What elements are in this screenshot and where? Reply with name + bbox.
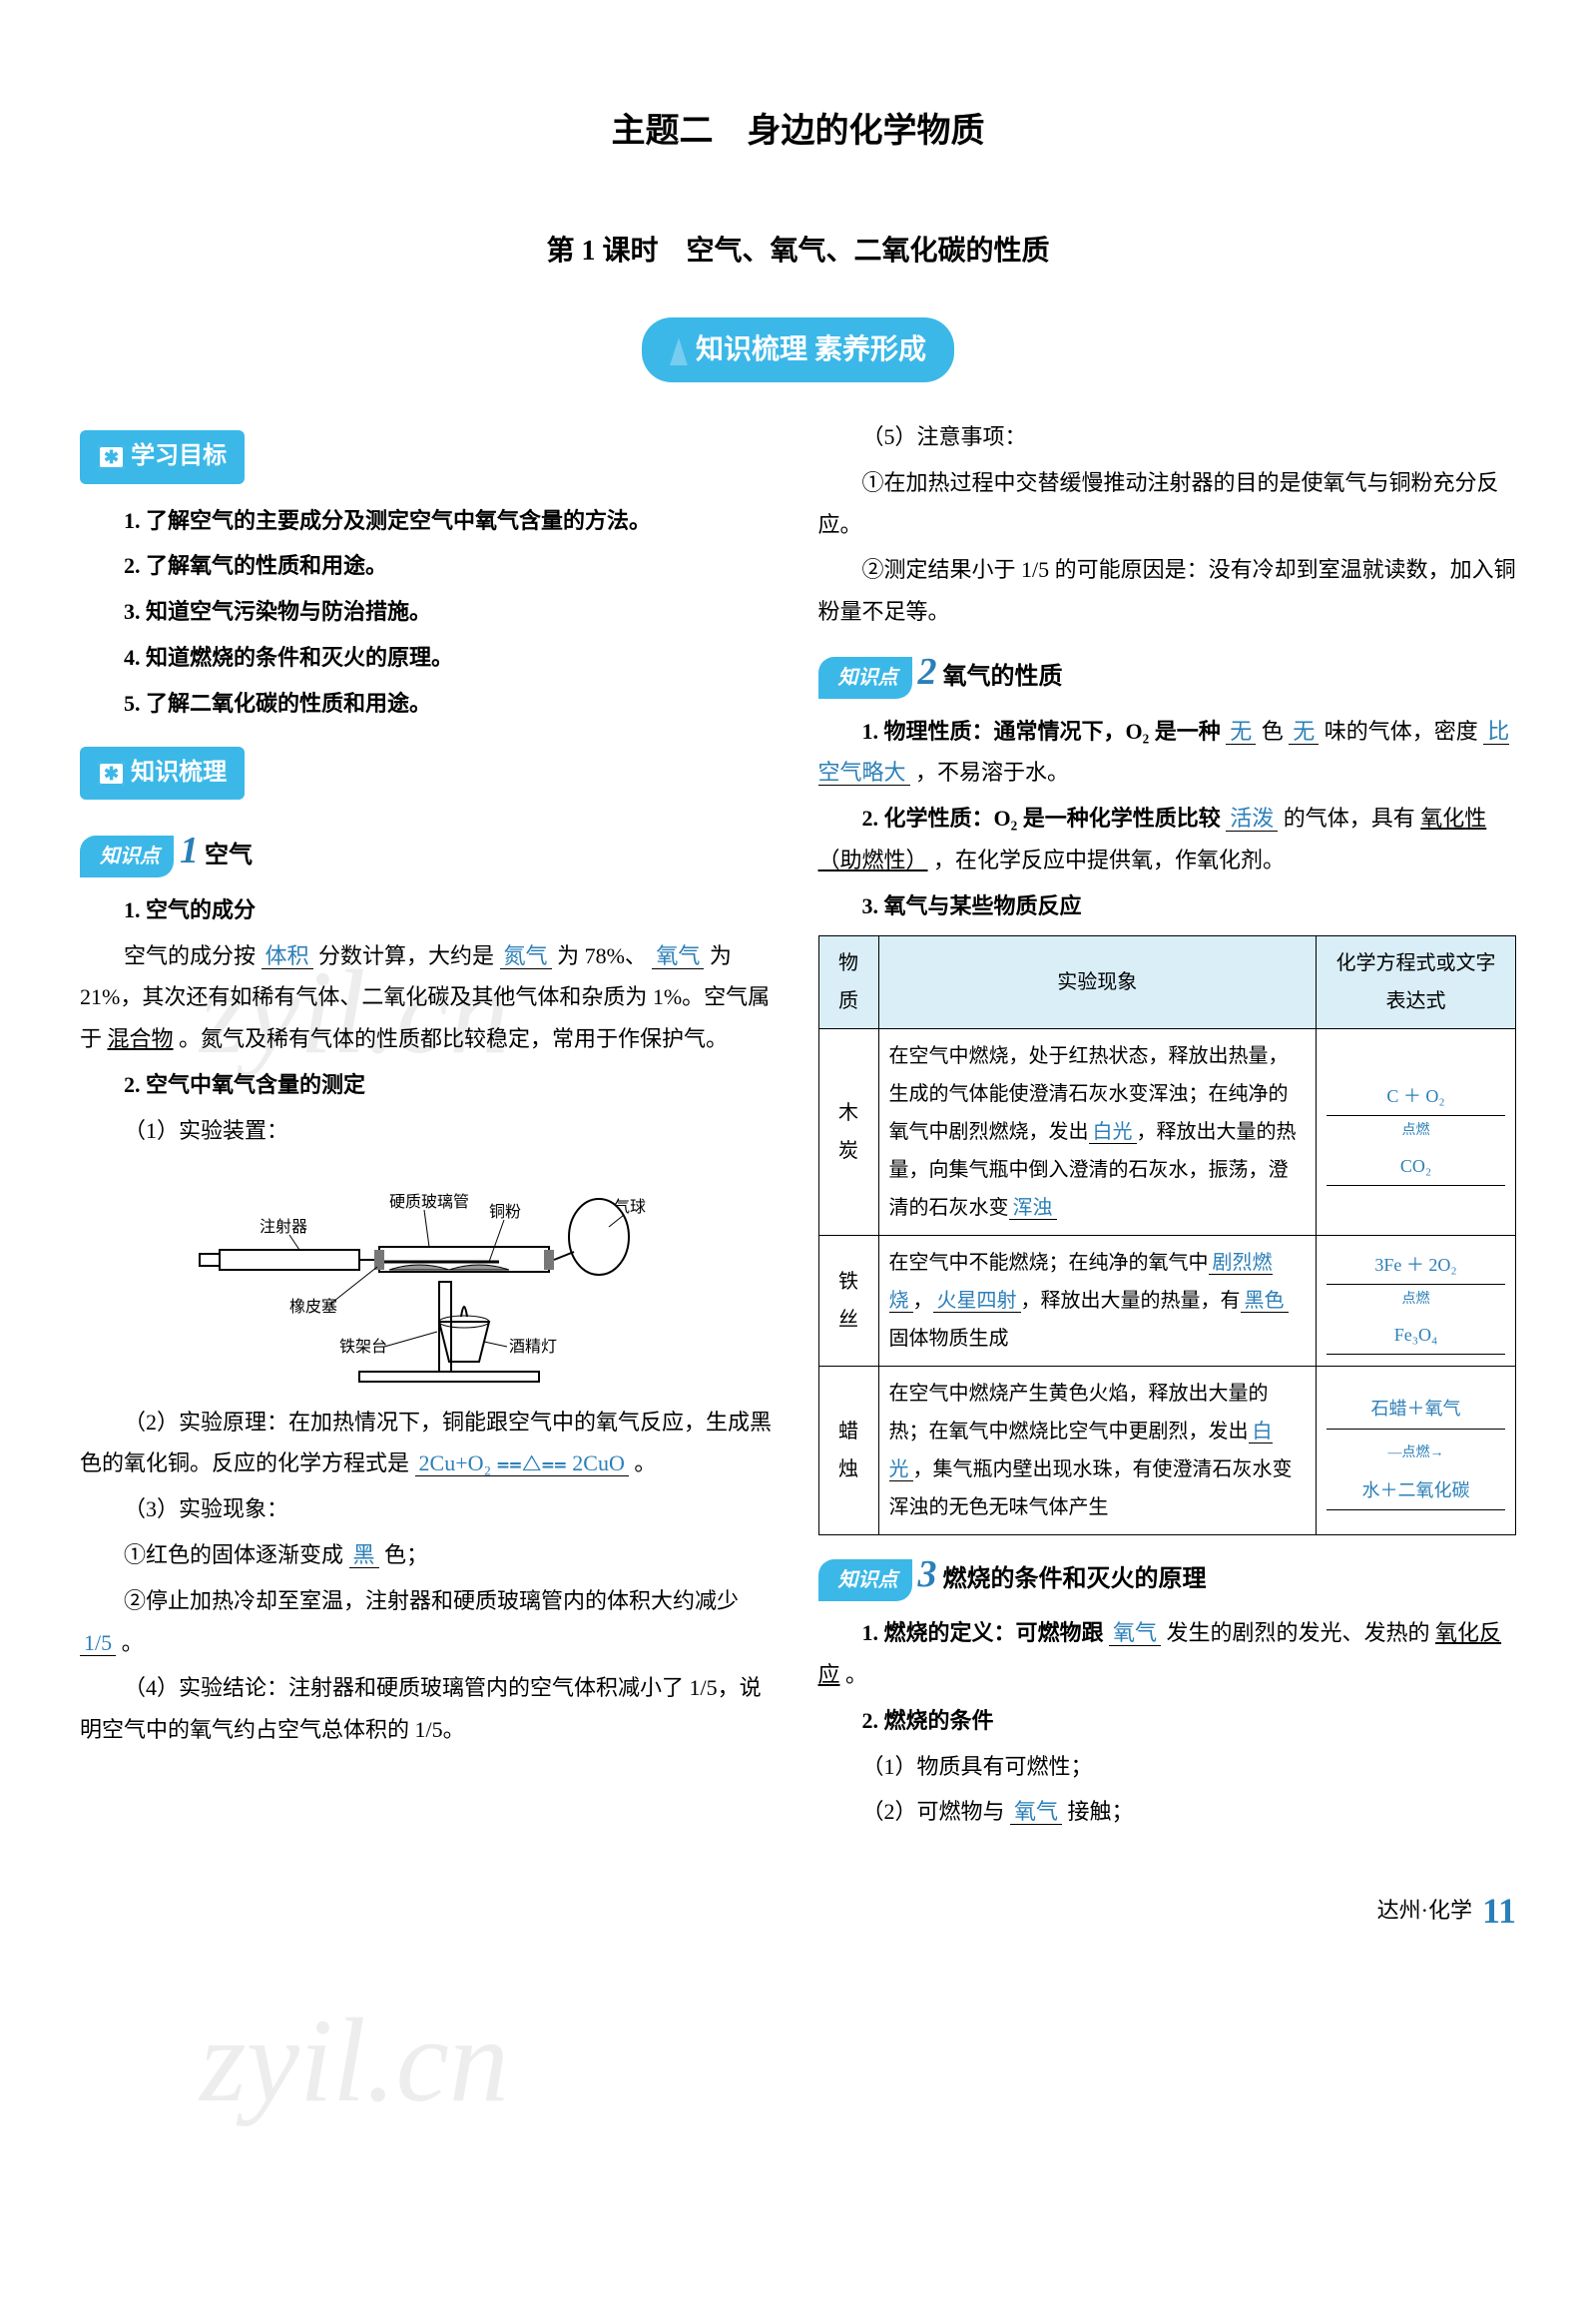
goals-tag: 学习目标 xyxy=(80,430,245,484)
answer: 氮气 xyxy=(500,943,552,969)
equation-cell: 石蜡＋氧气—点燃→水＋二氧化碳 xyxy=(1317,1366,1516,1534)
kp2-p2: 2. 化学性质：O₂ 是一种化学性质比较 活泼 的气体，具有 氧化性（助燃性） … xyxy=(818,798,1517,881)
answer: 黑 xyxy=(349,1542,379,1568)
kp2-header: 知识点 2 氧气的性质 xyxy=(818,653,1517,701)
kp3-header: 知识点 3 燃烧的条件和灭火的原理 xyxy=(818,1555,1517,1603)
kp-pill: 知识点 xyxy=(80,836,174,877)
answer: 1/5 xyxy=(80,1630,116,1656)
equation-cell: C ＋ O₂点燃CO₂ xyxy=(1317,1028,1516,1235)
table-header: 实验现象 xyxy=(878,935,1317,1028)
kp-title: 空气 xyxy=(205,834,253,879)
answer: 白光 xyxy=(1089,1121,1137,1144)
answer: 无 xyxy=(1289,719,1319,745)
goal-item: 5. 了解二氧化碳的性质和用途。 xyxy=(80,683,779,725)
kp2-h3: 3. 氧气与某些物质反应 xyxy=(818,885,1517,927)
comb-tag: 知识梳理 xyxy=(80,747,245,801)
page-footer: 达州·化学 11 xyxy=(80,1877,1516,1945)
kp1-h2: 2. 空气中氧气含量的测定 xyxy=(80,1064,779,1106)
kp1-s3-2: ②停止加热冷却至室温，注射器和硬质玻璃管内的体积大约减少 1/5 。 xyxy=(80,1580,779,1664)
kp-number: 1 xyxy=(180,832,199,869)
table-header: 物质 xyxy=(818,935,878,1028)
kp1-h1: 1. 空气的成分 xyxy=(80,889,779,931)
main-title: 主题二 身边的化学物质 xyxy=(80,100,1516,165)
equation-cell: 3Fe ＋ 2O₂点燃Fe₃O₄ xyxy=(1317,1235,1516,1366)
svg-text:注射器: 注射器 xyxy=(260,1218,307,1236)
kp1-s5-2: ②测定结果小于 1/5 的可能原因是：没有冷却到室温就读数，加入铜粉量不足等。 xyxy=(818,549,1517,633)
goal-item: 1. 了解空气的主要成分及测定空气中氧气含量的方法。 xyxy=(80,500,779,542)
kp-title: 氧气的性质 xyxy=(943,655,1063,701)
answer: 2Cu+O₂ ⩵△⩵ 2CuO xyxy=(415,1450,629,1476)
table-row: 铁丝在空气中不能燃烧；在纯净的氧气中剧烈燃烧，火星四射，释放出大量的热量，有黑色… xyxy=(818,1235,1516,1366)
kp1-s2: （2）实验原理：在加热情况下，铜能跟空气中的氧气反应，生成黑色的氧化铜。反应的化… xyxy=(80,1402,779,1485)
kp-title: 燃烧的条件和灭火的原理 xyxy=(943,1557,1207,1603)
kp-pill: 知识点 xyxy=(818,657,912,699)
kp1-header: 知识点 1 空气 xyxy=(80,832,779,879)
material-cell: 蜡烛 xyxy=(818,1366,878,1534)
answer: 氧气 xyxy=(652,943,704,969)
svg-text:硬质玻璃管: 硬质玻璃管 xyxy=(389,1193,469,1211)
table-row: 蜡烛在空气中燃烧产生黄色火焰，释放出大量的热；在氧气中燃烧比空气中更剧烈，发出白… xyxy=(818,1366,1516,1534)
kp1-p1: 空气的成分按 体积 分数计算，大约是 氮气 为 78%、 氧气 为 21%，其次… xyxy=(80,935,779,1060)
answer: 无 xyxy=(1226,719,1256,745)
svg-text:铁架台: 铁架台 xyxy=(339,1338,387,1356)
right-column: （5）注意事项： ①在加热过程中交替缓慢推动注射器的目的是使氧气与铜粉充分反应。… xyxy=(818,412,1517,1837)
kp-number: 3 xyxy=(918,1555,937,1593)
kp1-s4: （4）实验结论：注射器和硬质玻璃管内的空气体积减小了 1/5，说明空气中的氧气约… xyxy=(80,1667,779,1751)
description-cell: 在空气中燃烧，处于红热状态，释放出热量，生成的气体能使澄清石灰水变浑浊；在纯净的… xyxy=(878,1028,1317,1235)
answer: 氧气 xyxy=(1010,1799,1062,1825)
goal-item: 4. 知道燃烧的条件和灭火的原理。 xyxy=(80,637,779,679)
description-cell: 在空气中燃烧产生黄色火焰，释放出大量的热；在氧气中燃烧比空气中更剧烈，发出白光，… xyxy=(878,1366,1317,1534)
description-cell: 在空气中不能燃烧；在纯净的氧气中剧烈燃烧，火星四射，释放出大量的热量，有黑色固体… xyxy=(878,1235,1317,1366)
answer: 火星四射 xyxy=(933,1290,1021,1313)
kp1-s5: （5）注意事项： xyxy=(818,416,1517,458)
kp2-p1: 1. 物理性质：通常情况下，O₂ 是一种 无 色 无 味的气体，密度 比空气略大… xyxy=(818,711,1517,795)
left-column: 学习目标 1. 了解空气的主要成分及测定空气中氧气含量的方法。 2. 了解氧气的… xyxy=(80,412,779,1837)
kp3-s2: （2）可燃物与 氧气 接触； xyxy=(818,1791,1517,1833)
underline: 混合物 xyxy=(108,1026,174,1051)
watermark: zyil.cn xyxy=(200,1947,509,2174)
kp3-s1: （1）物质具有可燃性； xyxy=(818,1746,1517,1788)
answer: 黑色 xyxy=(1241,1290,1289,1313)
material-cell: 铁丝 xyxy=(818,1235,878,1366)
answer: 浑浊 xyxy=(1009,1197,1057,1220)
table-row: 木炭在空气中燃烧，处于红热状态，释放出热量，生成的气体能使澄清石灰水变浑浊；在纯… xyxy=(818,1028,1516,1235)
kp-pill: 知识点 xyxy=(818,1559,912,1601)
experiment-diagram: 注射器 硬质玻璃管 铜粉 气球 橡皮塞 铁架台 酒精灯 xyxy=(80,1162,779,1392)
answer: 氧气 xyxy=(1109,1620,1161,1646)
kp1-s3: （3）实验现象： xyxy=(80,1488,779,1530)
kp1-s3-1: ①红色的固体逐渐变成 黑 色； xyxy=(80,1534,779,1576)
goal-item: 3. 知道空气污染物与防治措施。 xyxy=(80,591,779,633)
answer: 体积 xyxy=(262,943,313,969)
svg-text:气球: 气球 xyxy=(614,1198,646,1216)
kp3-h2: 2. 燃烧的条件 xyxy=(818,1700,1517,1742)
svg-text:酒精灯: 酒精灯 xyxy=(509,1338,557,1356)
kp1-s5-1: ①在加热过程中交替缓慢推动注射器的目的是使氧气与铜粉充分反应。 xyxy=(818,462,1517,546)
answer: 活泼 xyxy=(1226,806,1278,832)
reaction-table: 物质 实验现象 化学方程式或文字表达式 木炭在空气中燃烧，处于红热状态，释放出热… xyxy=(818,935,1517,1535)
kp1-s1: （1）实验装置： xyxy=(80,1110,779,1152)
svg-text:铜粉: 铜粉 xyxy=(489,1203,521,1221)
material-cell: 木炭 xyxy=(818,1028,878,1235)
kp-number: 2 xyxy=(918,653,937,691)
footer-region: 达州·化学 xyxy=(1377,1890,1472,1932)
goal-item: 2. 了解氧气的性质和用途。 xyxy=(80,545,779,587)
sub-title: 第 1 课时 空气、氧气、二氧化碳的性质 xyxy=(80,225,1516,278)
page-number: 11 xyxy=(1482,1877,1516,1945)
banner: 知识梳理 素养形成 xyxy=(642,317,954,382)
kp3-p1: 1. 燃烧的定义：可燃物跟 氧气 发生的剧烈的发光、发热的 氧化反应 。 xyxy=(818,1612,1517,1696)
svg-text:橡皮塞: 橡皮塞 xyxy=(289,1298,337,1316)
table-header: 化学方程式或文字表达式 xyxy=(1317,935,1516,1028)
